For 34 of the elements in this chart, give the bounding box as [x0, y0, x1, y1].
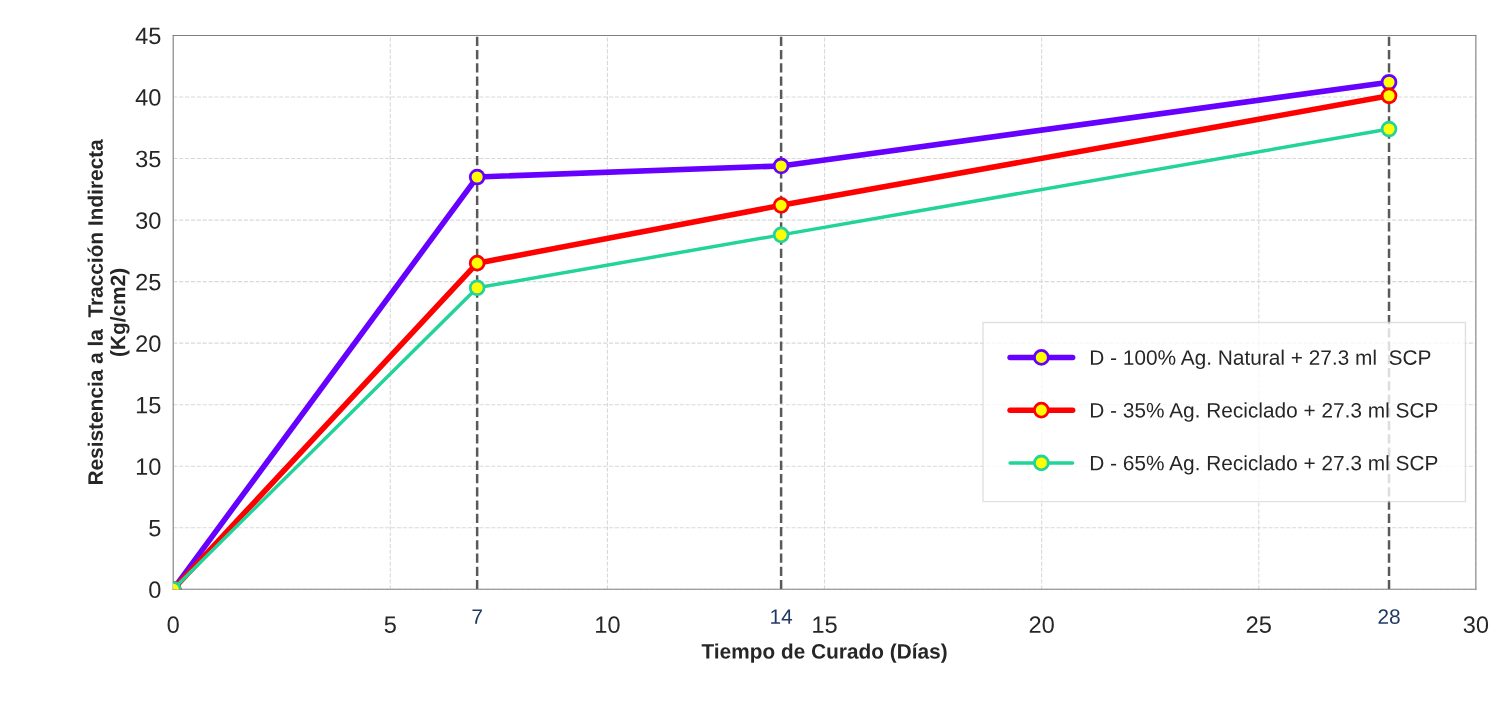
x-tick-label: 10 [596, 616, 620, 634]
legend-label: D - 35% Ag. Reciclado + 27.3 ml SCP [1090, 402, 1438, 422]
point [772, 226, 790, 244]
y-axis-title: Resistencia a la Tracción Indirecta (Kg/cm2) [87, 139, 130, 485]
point [468, 168, 486, 186]
y-tick-label: 0 [149, 581, 161, 599]
x-axis-title: Tiempo de Curado (Días) [701, 643, 947, 663]
ref-line-label: 28 [1378, 609, 1400, 624]
x-tick-label: 5 [384, 616, 396, 634]
y-tick-label: 15 [136, 397, 161, 414]
y-tick-label: 35 [136, 150, 161, 168]
y-tick-label: 45 [135, 27, 161, 45]
legend-label: D - 100% Ag. Natural + 27.3 ml SCP [1090, 349, 1431, 370]
y-tick-label: 30 [136, 212, 161, 229]
x-tick-label: 0 [167, 616, 179, 634]
y-tick-label: 20 [136, 335, 161, 352]
y-tick-label: 25 [136, 273, 161, 291]
point [772, 157, 790, 175]
ref-line-label: 7 [472, 609, 482, 624]
point [468, 279, 486, 297]
x-tick-label: 15 [813, 616, 837, 634]
point [1380, 120, 1398, 138]
y-tick-label: 40 [135, 89, 161, 106]
x-tick-label: 30 [1463, 616, 1489, 634]
legend-label: D - 65% Ag. Reciclado + 27.3 ml SCP [1090, 455, 1438, 475]
y-tick-label: 10 [136, 458, 161, 476]
point [1380, 87, 1398, 105]
y-tick-label: 5 [149, 520, 161, 537]
point [468, 254, 486, 272]
ref-line-label: 14 [771, 609, 793, 624]
x-tick-label: 20 [1029, 616, 1054, 634]
point [1380, 73, 1398, 91]
point [772, 197, 790, 214]
x-tick-label: 25 [1246, 616, 1271, 634]
